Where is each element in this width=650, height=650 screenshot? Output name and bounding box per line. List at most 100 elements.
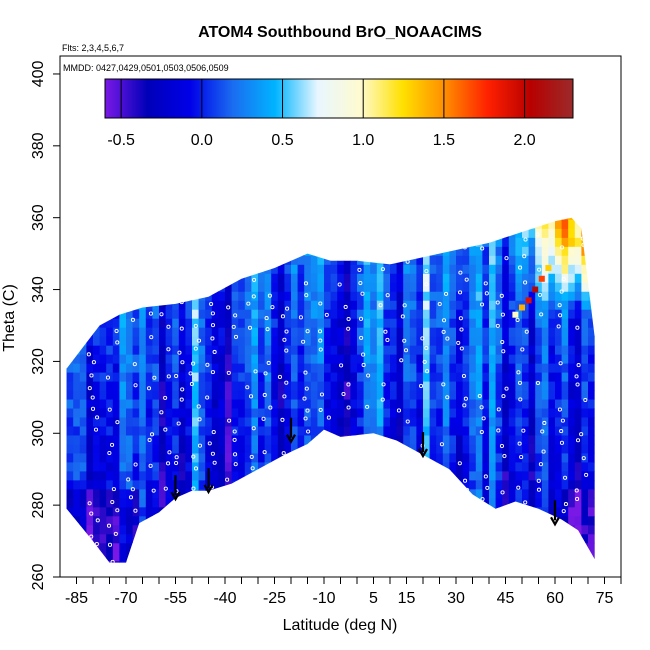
heatmap-cell — [522, 282, 529, 292]
heatmap-cell — [449, 264, 457, 274]
heatmap-cell — [211, 264, 219, 274]
track-point — [360, 453, 365, 458]
heatmap-cell — [403, 309, 411, 319]
heatmap-cell — [284, 542, 292, 553]
heatmap-cell — [502, 318, 510, 328]
heatmap-cell — [211, 336, 219, 346]
heatmap-cell — [456, 551, 463, 562]
heatmap-cell — [442, 444, 450, 454]
heatmap-cell — [370, 453, 378, 463]
heatmap-cell — [403, 273, 411, 283]
heatmap-cell — [211, 497, 219, 508]
heatmap-cell — [370, 237, 378, 247]
track-point — [163, 255, 168, 260]
track-point — [147, 437, 152, 442]
heatmap-cell — [159, 524, 166, 535]
heatmap-cell — [119, 542, 127, 553]
heatmap-cell — [106, 399, 114, 409]
heatmap-cell — [357, 381, 364, 391]
heatmap-cell — [165, 426, 173, 436]
heatmap-cell — [528, 309, 536, 319]
heatmap-cell — [456, 309, 463, 319]
heatmap-cell — [535, 246, 543, 256]
heatmap-cell — [330, 300, 338, 310]
heatmap-cell — [86, 300, 94, 310]
heatmap-cell — [112, 417, 120, 427]
x-tick-label: 15 — [398, 590, 416, 607]
track-point — [397, 225, 402, 230]
track-point — [191, 454, 196, 459]
heatmap-cell — [178, 453, 186, 463]
heatmap-cell — [112, 462, 120, 472]
heatmap-cell — [482, 372, 490, 382]
heatmap-cell — [337, 390, 345, 400]
heatmap-cell — [304, 309, 312, 319]
heatmap-cell — [258, 497, 265, 508]
heatmap-cell — [284, 309, 292, 319]
heatmap-cell — [277, 282, 285, 292]
heatmap-cell — [258, 488, 265, 499]
heatmap-cell — [304, 408, 312, 418]
track-point — [516, 518, 521, 523]
heatmap-cell — [469, 363, 477, 373]
heatmap-cell — [383, 318, 391, 328]
heatmap-cell — [244, 435, 252, 445]
heatmap-cell — [79, 497, 87, 508]
heatmap-cell — [317, 246, 325, 256]
track-point — [558, 361, 563, 366]
heatmap-cell — [330, 435, 338, 445]
heatmap-cell — [264, 551, 272, 562]
heatmap-cell — [456, 399, 463, 409]
heatmap-cell — [376, 444, 384, 454]
heatmap-cell — [66, 354, 67, 364]
heatmap-cell — [93, 264, 100, 274]
heatmap-cell — [588, 542, 595, 553]
heatmap-cell — [495, 551, 503, 562]
heatmap-cell — [264, 471, 272, 481]
heatmap-cell — [99, 542, 107, 553]
heatmap-cell — [132, 363, 140, 373]
track-point — [483, 281, 488, 286]
heatmap-cell — [205, 435, 213, 445]
heatmap-cell — [99, 435, 107, 445]
heatmap-cell — [363, 363, 371, 373]
heatmap-cell — [541, 471, 549, 481]
heatmap-cell — [271, 390, 279, 400]
heatmap-cell — [225, 390, 232, 400]
heatmap-cell — [390, 551, 397, 562]
heatmap-cell — [324, 381, 331, 391]
heatmap-cell — [568, 551, 576, 562]
heatmap-cell — [409, 217, 417, 220]
heatmap-cell — [561, 435, 569, 445]
track-point — [91, 314, 96, 319]
heatmap-cell — [383, 363, 391, 373]
heatmap-cell — [541, 524, 549, 535]
heatmap-cell — [205, 255, 213, 265]
track-point — [479, 405, 484, 410]
heatmap-cell — [489, 237, 496, 247]
track-point — [304, 533, 309, 539]
heatmap-cell — [152, 363, 160, 373]
heatmap-cell — [93, 560, 100, 563]
heatmap-cell — [231, 542, 239, 553]
heatmap-cell — [383, 444, 391, 454]
heatmap-cell — [522, 479, 529, 490]
heatmap-cell — [383, 336, 391, 346]
heatmap-cell — [436, 336, 444, 346]
heatmap-cell — [541, 291, 549, 301]
heatmap-cell — [185, 318, 193, 328]
heatmap-cell — [528, 390, 536, 400]
heatmap-cell — [93, 408, 100, 418]
heatmap-cell — [291, 417, 298, 427]
track-point — [233, 452, 238, 457]
heatmap-cell — [244, 217, 252, 220]
heatmap-cell — [66, 462, 74, 472]
heatmap-cell — [423, 246, 430, 256]
heatmap-cell — [112, 237, 120, 247]
track-point — [110, 559, 115, 563]
heatmap-cell — [423, 291, 430, 301]
heatmap-cell — [330, 246, 338, 256]
track-point — [226, 305, 231, 310]
heatmap-cell — [99, 354, 107, 364]
track-point — [424, 282, 429, 287]
